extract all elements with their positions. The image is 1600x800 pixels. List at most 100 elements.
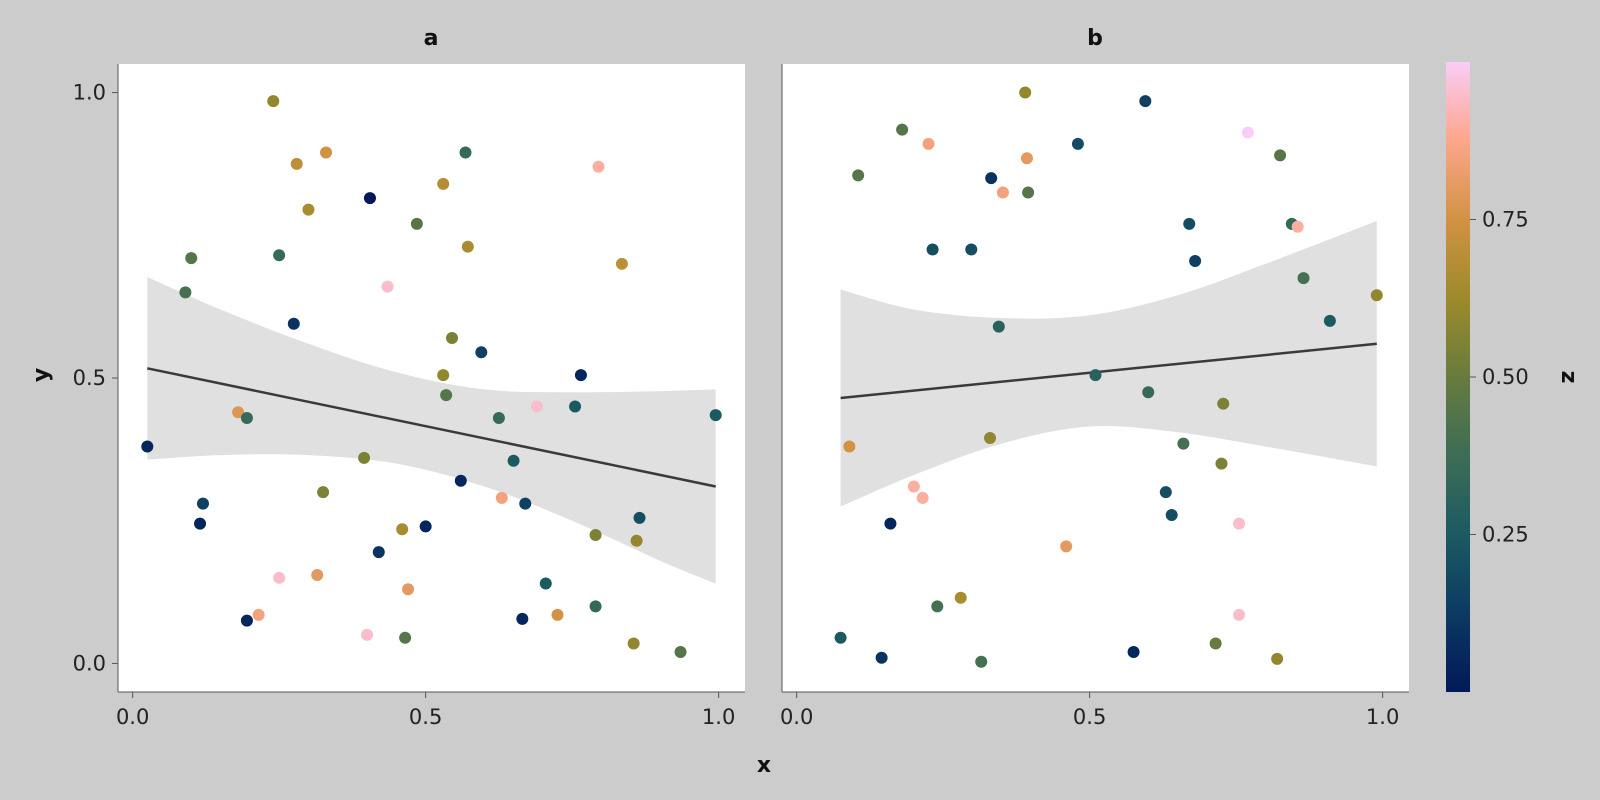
panel-a-x-tick-label: 1.0 [702, 705, 735, 729]
panel-a-point [437, 369, 450, 382]
panel-a-point [507, 454, 520, 467]
panel-a-point [361, 628, 374, 641]
panel-b-points [834, 86, 1383, 668]
colorbar: 0.25 0.50 0.75 z [1446, 62, 1581, 692]
panel-b-point [975, 655, 988, 668]
y-axis-label: y [29, 368, 54, 382]
panel-a-point [589, 600, 602, 613]
panel-b-point [1159, 486, 1172, 499]
panel-a-point [519, 497, 532, 510]
panel-a-point [589, 529, 602, 541]
panel-b-confidence-band [840, 221, 1377, 507]
panel-b-point [965, 243, 978, 256]
panel-a-point [551, 608, 564, 621]
panel-a-point [516, 612, 529, 625]
panel-a-point [372, 546, 385, 559]
panel-b-point [931, 600, 944, 613]
panel-a-point [459, 146, 472, 159]
panel-a-point [440, 389, 453, 402]
panel-a-y-tick-label: 1.0 [73, 81, 106, 105]
panel-a-point [495, 491, 508, 504]
panel-b-point [1241, 126, 1254, 139]
panel-b-point [1060, 540, 1073, 553]
panel-a-point [633, 511, 646, 524]
panel-a-title: a [424, 26, 439, 51]
panel-b-point [996, 186, 1009, 199]
panel-b-point [1323, 314, 1336, 327]
panel-a-point [317, 486, 330, 499]
panel-a-point [273, 571, 286, 584]
panel-a-point [290, 157, 303, 170]
panel-b-point [843, 440, 856, 453]
panel-a-x-tick-label: 0.5 [409, 705, 442, 729]
panel-a-point [627, 637, 640, 650]
panel-a-point [437, 177, 450, 190]
panel-a-point [185, 252, 198, 265]
panel-b-point [1142, 386, 1155, 399]
panel-a-point [267, 95, 280, 108]
panel-a-point [709, 409, 722, 422]
panel-a-point [410, 217, 423, 230]
panel-b-point [884, 517, 897, 530]
panel-a-point [674, 646, 687, 659]
panel-b-point [1297, 272, 1310, 285]
panel-a-point [492, 411, 505, 424]
panel-a-point [381, 280, 394, 293]
panel-a-point [539, 577, 552, 590]
panel-a-point [396, 523, 409, 536]
panel-b-point [1271, 652, 1284, 665]
panel-a-points [141, 95, 722, 659]
panel-b-point [1189, 254, 1202, 267]
panel-b-point [1217, 397, 1230, 410]
panel-a-point [615, 257, 628, 270]
panel-a-point [454, 474, 467, 487]
panel-b-point [1089, 369, 1102, 382]
colorbar-tick-label: 0.25 [1482, 523, 1529, 547]
panel-a-y-tick-label: 0.0 [73, 651, 106, 675]
panel-b-point [1215, 457, 1228, 470]
colorbar-label: z [1556, 371, 1581, 384]
panel-a-point [320, 146, 333, 159]
panel-b-x-tick-label: 0.5 [1073, 705, 1106, 729]
panel-b-point [1071, 137, 1084, 150]
panel-b-point [1139, 95, 1152, 108]
panel-a-point [311, 568, 324, 581]
panel-a-point [141, 440, 154, 453]
panel-b-x-tick-label: 1.0 [1366, 705, 1399, 729]
panel-a-point [287, 317, 300, 330]
panel-b-point [1291, 220, 1304, 233]
panel-a-axes: 0.0 0.5 1.0 0.0 0.5 1.0 [73, 64, 745, 729]
panel-a-point [592, 160, 605, 173]
panel-b-point [954, 591, 967, 604]
panel-b-fit-line [840, 342, 1377, 400]
panel-b-point [926, 243, 939, 256]
panel-a-fit-line [147, 367, 716, 488]
panel-a-x-tick-label: 0.0 [116, 705, 149, 729]
panel-b-point [1183, 217, 1196, 230]
panel-b-regression-line [840, 342, 1377, 400]
panel-a-point [302, 203, 315, 216]
panel-b-point [834, 631, 847, 644]
panel-b-point [907, 480, 920, 493]
panel-b-point [1233, 608, 1246, 621]
panel-b-point [985, 172, 998, 185]
panel-b-point [896, 123, 909, 136]
colorbar-ticks: 0.25 0.50 0.75 [1470, 208, 1529, 547]
panel-b-title: b [1087, 26, 1103, 51]
panel-b-point [1022, 186, 1035, 199]
panel-a-point [630, 534, 643, 547]
panel-b-point [1233, 517, 1246, 530]
panel-b-point [916, 491, 929, 504]
panel-a-point [252, 608, 265, 621]
panel-a-point [240, 614, 253, 627]
panel-b-point [1127, 646, 1140, 659]
panel-a-point [194, 517, 207, 530]
panel-a-point [196, 497, 209, 510]
panel-a-point [446, 332, 459, 345]
panel-a-point [399, 631, 412, 644]
panel-b-point [852, 169, 865, 182]
panel-a-point [358, 451, 371, 464]
panel-a-band-area [147, 276, 716, 584]
panel-b-point [992, 320, 1005, 333]
